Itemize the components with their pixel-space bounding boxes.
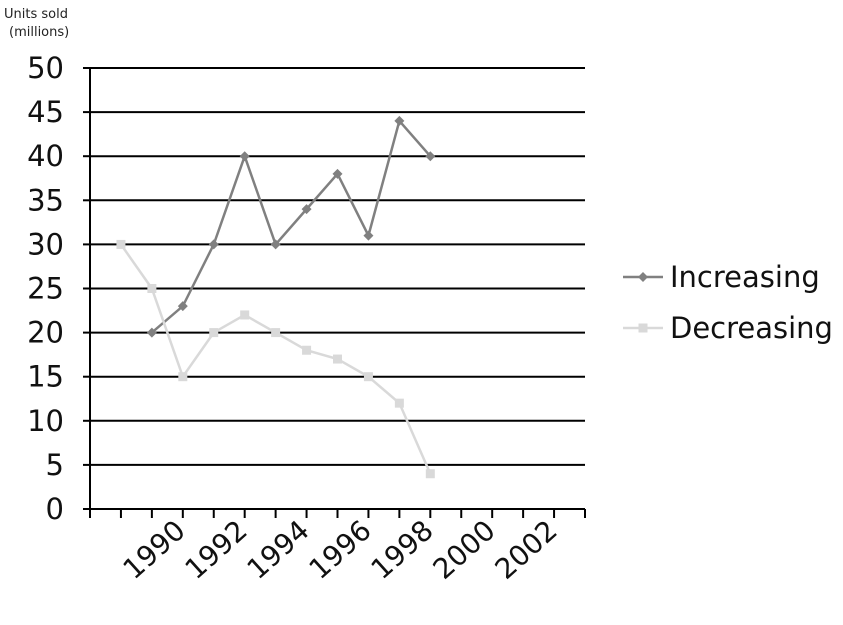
series-line <box>151 118 432 334</box>
y-tick-label: 40 <box>27 139 64 173</box>
legend: Increasing Decreasing <box>623 260 833 345</box>
data-point <box>146 327 157 338</box>
series-increasing <box>146 115 436 338</box>
data-point <box>302 345 312 355</box>
data-point <box>301 204 312 215</box>
data-point <box>271 328 281 338</box>
legend-label: Decreasing <box>670 311 833 345</box>
y-tick-labels: 0 5 10 15 20 25 30 35 40 45 50 <box>27 51 64 526</box>
x-tick-label: 2000 <box>427 514 502 586</box>
data-point <box>394 398 404 408</box>
x-tick-label: 1994 <box>241 514 316 586</box>
series-decreasing <box>116 239 435 479</box>
y-tick-label: 0 <box>46 492 64 526</box>
x-tick-label: 1992 <box>179 514 254 586</box>
data-point <box>147 284 157 293</box>
y-tick-label: 15 <box>27 360 64 394</box>
data-point <box>239 151 250 162</box>
y-tick-label: 5 <box>46 448 64 482</box>
data-point <box>363 230 374 241</box>
data-point <box>178 372 188 382</box>
y-tick-label: 25 <box>27 272 64 306</box>
y-axis-label-line-2: (millions) <box>9 25 69 40</box>
data-point <box>394 115 405 126</box>
x-tick-label: 2002 <box>489 514 564 586</box>
x-tick-label: 1990 <box>117 514 192 586</box>
y-tick-label: 50 <box>27 51 64 85</box>
y-axis-label-line-1: Units sold <box>4 7 68 22</box>
legend-label: Increasing <box>670 260 820 294</box>
y-tick-label: 35 <box>27 183 64 217</box>
data-point <box>425 151 436 162</box>
y-axis-label: Units sold (millions) <box>4 7 72 40</box>
legend-marker <box>638 272 648 282</box>
legend-marker <box>638 323 648 333</box>
data-point <box>270 239 281 250</box>
data-point <box>240 310 250 320</box>
y-tick-label: 10 <box>27 404 64 438</box>
data-point <box>332 168 343 179</box>
gridlines <box>90 67 585 466</box>
data-point <box>209 328 219 338</box>
data-point <box>208 239 219 250</box>
x-tick-label: 1996 <box>303 514 378 586</box>
y-tick-label: 20 <box>27 316 64 350</box>
data-point <box>333 354 342 364</box>
data-point <box>116 239 126 249</box>
x-tick-label: 1998 <box>365 514 440 586</box>
y-tick-label: 45 <box>27 95 64 129</box>
series-line <box>119 243 432 475</box>
data-point <box>363 372 373 382</box>
axes <box>83 67 586 518</box>
data-point <box>177 301 188 312</box>
data-series <box>116 115 436 479</box>
y-tick-label: 30 <box>27 227 64 261</box>
data-point <box>425 469 435 479</box>
